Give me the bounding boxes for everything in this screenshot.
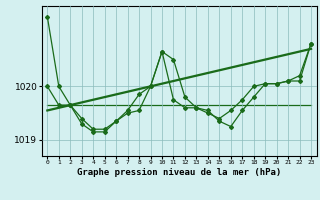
X-axis label: Graphe pression niveau de la mer (hPa): Graphe pression niveau de la mer (hPa)	[77, 168, 281, 177]
